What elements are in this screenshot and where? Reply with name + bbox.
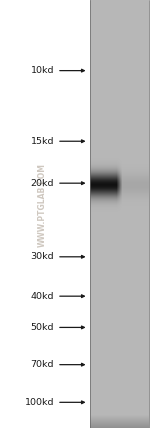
Text: 15kd: 15kd: [30, 137, 54, 146]
Text: 20kd: 20kd: [30, 178, 54, 188]
Text: 50kd: 50kd: [30, 323, 54, 332]
Text: 40kd: 40kd: [30, 291, 54, 301]
Text: WWW.PTGLAB.COM: WWW.PTGLAB.COM: [38, 163, 46, 247]
Text: 100kd: 100kd: [24, 398, 54, 407]
Text: 10kd: 10kd: [30, 66, 54, 75]
Text: 70kd: 70kd: [30, 360, 54, 369]
Text: 30kd: 30kd: [30, 252, 54, 262]
